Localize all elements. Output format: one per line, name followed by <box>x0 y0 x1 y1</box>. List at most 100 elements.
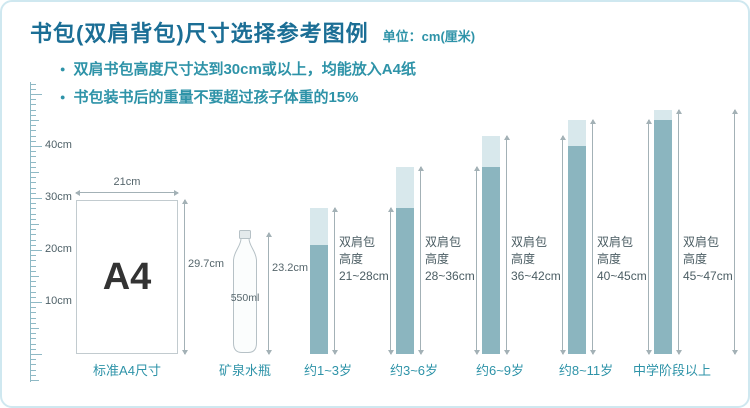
a4-height-dimension-line <box>181 199 188 355</box>
bottle-caption: 矿泉水瓶 <box>218 363 272 378</box>
age-caption: 约6~9岁 <box>475 363 525 378</box>
ruler-tick <box>31 312 36 314</box>
bar-max-segment <box>568 120 586 146</box>
bar-label-line: 高度 <box>683 252 708 266</box>
bar-range-label: 28~36cm <box>425 269 475 283</box>
page-title: 书包(双肩背包)尺寸选择参考图例 <box>30 21 369 46</box>
ruler-tick <box>31 187 36 189</box>
ruler-tick <box>31 281 36 283</box>
ruler-tick <box>31 229 36 231</box>
bar-max-segment <box>310 208 328 245</box>
ruler-tick <box>31 166 36 168</box>
ruler-tick <box>31 302 42 303</box>
ruler-tick <box>31 94 42 95</box>
a4-paper: A4 <box>76 200 178 354</box>
note-line-1: ● 双肩书包高度尺寸达到30cm或以上，均能放入A4纸 <box>60 58 416 79</box>
ruler-tick <box>31 359 36 361</box>
ruler-tick <box>31 146 42 147</box>
ruler-tick <box>31 338 36 340</box>
ruler-tick <box>31 177 36 179</box>
ruler-tick <box>31 369 36 371</box>
ruler-tick <box>31 291 36 293</box>
ruler-tick <box>31 354 42 355</box>
bar-label-line: 高度 <box>339 252 364 266</box>
a4-width-label: 21cm <box>113 176 141 188</box>
ruler-tick <box>31 218 36 220</box>
bar-label-line: 双肩包 <box>683 235 720 249</box>
ruler-tick <box>31 364 36 366</box>
ruler-tick <box>31 109 36 111</box>
ruler-tick <box>31 182 36 184</box>
ruler-tick <box>31 276 39 277</box>
bar-label-line: 双肩包 <box>511 235 548 249</box>
age-caption: 约8~11岁 <box>558 363 614 378</box>
ruler-tick <box>31 198 42 199</box>
bar-max-segment <box>482 135 500 167</box>
ruler-tick <box>31 104 36 106</box>
ruler-tick <box>31 348 36 350</box>
height-dimension-line-left <box>331 207 338 355</box>
bottle-height-dimension-line <box>265 232 272 355</box>
height-dimension-line-left <box>503 134 510 356</box>
bar-min-segment <box>310 244 328 354</box>
ruler-tick <box>31 114 36 116</box>
height-dimension-line-right <box>473 165 480 356</box>
ruler-tick <box>31 270 36 272</box>
ruler-tick <box>31 83 36 85</box>
bar-range-label: 21~28cm <box>339 269 389 283</box>
ruler-tick <box>31 333 36 335</box>
ruler-axis-label: 20cm <box>45 243 72 255</box>
ruler-tick <box>31 244 36 246</box>
bar-label-line: 双肩包 <box>339 235 376 249</box>
height-dimension-line-left <box>589 119 596 355</box>
age-caption: 中学阶段以上 <box>632 363 712 378</box>
ruler-tick <box>31 322 36 324</box>
bar-min-segment <box>568 146 586 354</box>
height-dimension-line-right <box>645 119 652 355</box>
bar-label-line: 双肩包 <box>597 235 634 249</box>
ruler-tick <box>31 234 36 236</box>
ruler-tick <box>31 125 36 127</box>
bullet-dot-icon: ● <box>60 92 66 102</box>
ruler-line <box>30 82 31 382</box>
bar-height-label: 双肩包 高度 28~36cm <box>425 234 475 285</box>
ruler-tick <box>31 374 36 376</box>
ruler-tick <box>31 156 36 158</box>
note-text-1: 双肩书包高度尺寸达到30cm或以上，均能放入A4纸 <box>73 61 416 78</box>
ruler-tick <box>31 317 36 319</box>
ruler-tick <box>31 380 39 381</box>
bar-min-segment <box>396 208 414 354</box>
bar-height-label: 双肩包高度 45~47cm <box>683 234 733 285</box>
bar-range-label: 45~47cm <box>683 269 733 283</box>
a4-text: A4 <box>102 255 152 298</box>
a4-height-label: 29.7cm <box>188 258 225 270</box>
bar-label-line: 高度 <box>425 252 450 266</box>
bar-height-label: 双肩包高度 21~28cm <box>339 234 389 285</box>
ruler-tick <box>31 192 36 194</box>
note-text-2: 书包装书后的重量不要超过孩子体重的15% <box>73 89 359 106</box>
bullet-dot-icon: ● <box>60 64 66 74</box>
bar-label-line: 高度 <box>511 252 536 266</box>
ruler-tick <box>31 135 36 137</box>
height-dimension-line-left <box>675 108 682 356</box>
ruler-axis-label: 30cm <box>45 191 72 203</box>
age-caption: 约1~3岁 <box>303 363 353 378</box>
ruler-tick <box>31 140 36 142</box>
ruler-tick <box>31 203 36 205</box>
ruler-tick <box>31 343 36 345</box>
ruler-tick <box>31 296 36 298</box>
height-dimension-line-right <box>387 207 394 355</box>
ruler-tick <box>31 213 36 215</box>
height-dimension-line-left <box>417 165 424 356</box>
bar-height-label: 双肩包 高度 36~42cm <box>511 234 561 285</box>
bottle-volume-label: 550ml <box>230 292 260 304</box>
ruler-axis-label: 10cm <box>45 295 72 307</box>
ruler-tick <box>31 250 42 251</box>
ruler-axis-label: 40cm <box>45 139 72 151</box>
unit-label: 单位：cm(厘米) <box>382 29 476 44</box>
ruler-tick <box>31 120 39 121</box>
ruler-tick <box>31 172 39 173</box>
a4-caption: 标准A4尺寸 <box>93 363 161 378</box>
height-dimension-line-right <box>731 108 738 356</box>
